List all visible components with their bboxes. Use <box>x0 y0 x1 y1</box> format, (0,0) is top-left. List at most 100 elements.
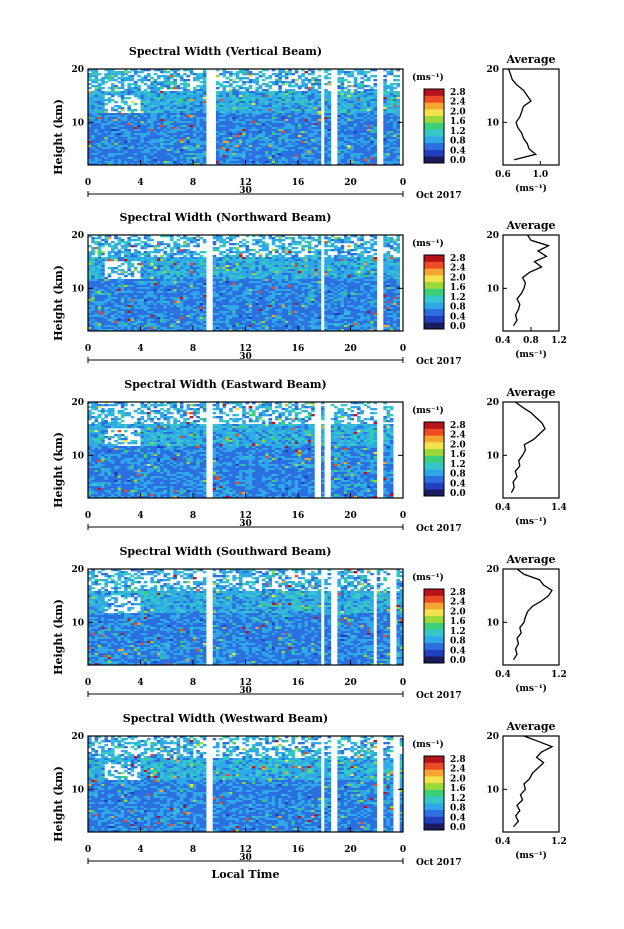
heatmap-cell <box>389 113 394 116</box>
heatmap-cell <box>176 115 181 118</box>
heatmap-cell <box>91 139 95 142</box>
heatmap-cell <box>278 71 282 74</box>
heatmap-cell <box>202 163 207 165</box>
heatmap-cell <box>298 271 302 274</box>
heatmap-cell <box>373 99 378 102</box>
heatmap-cell <box>156 127 161 130</box>
heatmap-cell <box>232 95 236 98</box>
heatmap-cell <box>360 143 364 146</box>
heatmap-cell <box>261 263 266 266</box>
heatmap-cell <box>212 269 217 272</box>
heatmap-cell <box>101 251 105 254</box>
heatmap-cell <box>219 253 223 256</box>
heatmap-cell <box>101 137 105 140</box>
heatmap-cell <box>255 151 259 154</box>
heatmap-cell <box>97 155 102 158</box>
heatmap-cell <box>137 79 141 82</box>
heatmap-cell <box>350 117 355 120</box>
heatmap-cell <box>88 143 92 146</box>
heatmap-cell <box>88 91 92 94</box>
heatmap-cell <box>386 101 391 104</box>
heatmap-cell <box>147 239 151 242</box>
heatmap-cell <box>370 125 374 128</box>
heatmap-cell <box>130 143 135 146</box>
heatmap-cell <box>127 241 131 244</box>
heatmap-cell <box>360 147 364 150</box>
heatmap-cell <box>229 249 233 252</box>
heatmap-cell <box>363 101 368 104</box>
heatmap-cell <box>314 109 318 112</box>
heatmap-cell <box>232 129 236 132</box>
heatmap-cell <box>120 107 125 110</box>
heatmap-cell <box>225 97 230 100</box>
heatmap-cell <box>229 267 233 270</box>
heatmap-cell <box>383 83 387 86</box>
heatmap-cell <box>127 237 131 240</box>
heatmap-cell <box>215 115 220 118</box>
heatmap-cell <box>363 95 368 98</box>
heatmap-cell <box>147 69 151 72</box>
heatmap-cell <box>366 113 371 116</box>
heatmap-cell <box>97 153 102 156</box>
heatmap-cell <box>179 127 184 130</box>
heatmap-cell <box>114 73 118 76</box>
heatmap-cell <box>222 125 227 128</box>
heatmap-cell <box>124 259 128 262</box>
heatmap-cell <box>120 147 125 150</box>
heatmap-cell <box>88 153 92 156</box>
heatmap-cell <box>156 261 161 264</box>
heatmap-cell <box>275 133 279 136</box>
heatmap-cell <box>337 239 341 242</box>
heatmap-cell <box>160 103 164 106</box>
heatmap-cell <box>202 131 207 134</box>
heatmap-cell <box>193 269 197 272</box>
heatmap-cell <box>298 145 302 148</box>
heatmap-cell <box>186 93 191 96</box>
heatmap-cell <box>317 269 322 272</box>
heatmap-cell <box>294 117 299 120</box>
heatmap-cell <box>317 131 322 134</box>
heatmap-cell <box>143 257 148 260</box>
heatmap-cell <box>140 101 145 104</box>
heatmap-cell <box>117 121 122 124</box>
heatmap-cell <box>130 125 135 128</box>
heatmap-cell <box>275 261 279 264</box>
heatmap-cell <box>232 127 236 130</box>
heatmap-cell <box>340 103 345 106</box>
heatmap-cell <box>225 151 230 154</box>
heatmap-cell <box>127 125 131 128</box>
heatmap-cell <box>107 255 112 258</box>
heatmap-cell <box>222 267 227 270</box>
heatmap-cell <box>238 79 243 82</box>
heatmap-cell <box>281 133 286 136</box>
heatmap-cell <box>353 83 358 86</box>
heatmap-cell <box>219 261 223 264</box>
heatmap-cell <box>156 141 161 144</box>
heatmap-cell <box>120 153 125 156</box>
heatmap-cell <box>261 103 266 106</box>
heatmap-cell <box>360 155 364 158</box>
heatmap-cell <box>291 99 296 102</box>
heatmap-cell <box>117 259 122 262</box>
heatmap-cell <box>347 257 351 260</box>
heatmap-cell <box>396 133 401 136</box>
heatmap-cell <box>176 143 181 146</box>
heatmap-cell <box>183 91 187 94</box>
heatmap-cell <box>268 95 273 98</box>
heatmap-cell <box>248 261 253 264</box>
heatmap-cell <box>366 111 371 114</box>
heatmap-cell <box>298 129 302 132</box>
heatmap-cell <box>324 237 328 240</box>
heatmap-cell <box>97 101 102 104</box>
heatmap-cell <box>281 95 286 98</box>
heatmap-cell <box>232 125 236 128</box>
heatmap-cell <box>307 91 312 94</box>
heatmap-cell <box>104 91 108 94</box>
heatmap-cell <box>225 119 230 122</box>
heatmap-cell <box>107 131 112 134</box>
heatmap-cell <box>160 111 164 114</box>
heatmap-cell <box>235 127 240 130</box>
heatmap-cell <box>91 121 95 124</box>
heatmap-cell <box>202 239 207 242</box>
heatmap-cell <box>186 141 191 144</box>
